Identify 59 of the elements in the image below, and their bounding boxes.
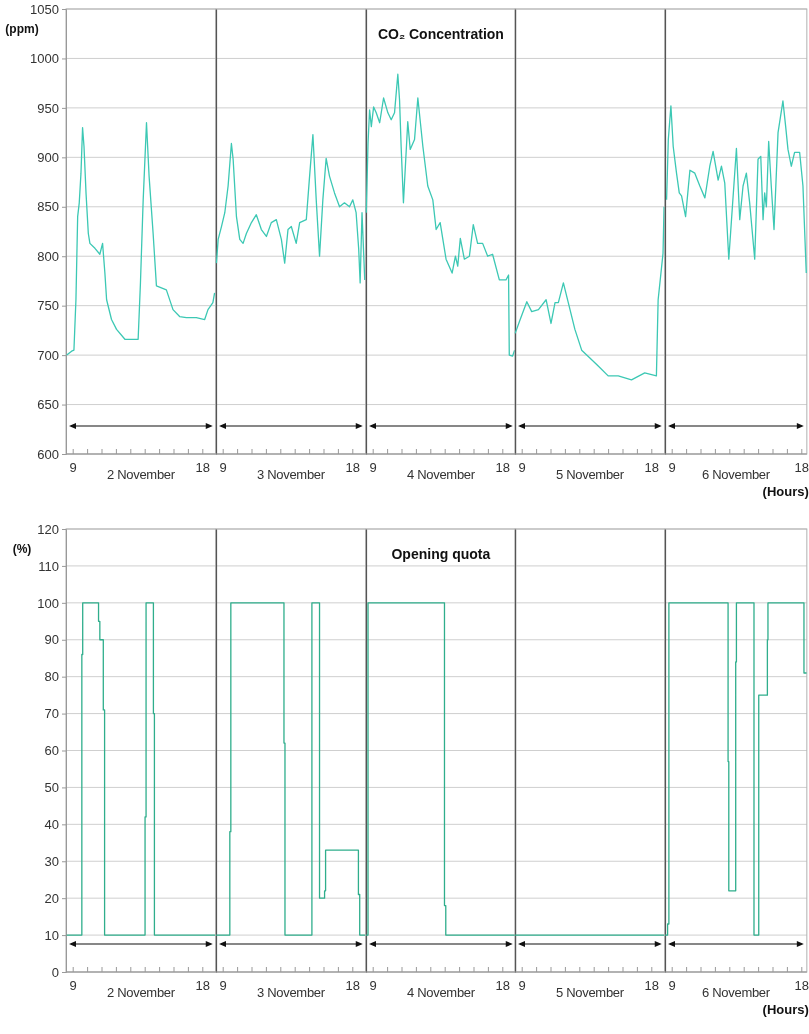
x-axis-title: 4 November (406, 985, 476, 1000)
y-tick-label: 70 (44, 706, 59, 722)
y-tick-label: 600 (37, 446, 59, 462)
y-tick-label: 700 (37, 347, 59, 363)
y-tick-label: 80 (44, 669, 59, 685)
y-tick-label: 1000 (30, 51, 59, 67)
x-axis-title: 6 November (702, 467, 771, 482)
x-tick-label: 18 (495, 978, 510, 993)
y-tick-label: 1050 (30, 1, 59, 17)
x-tick-label: 18 (345, 978, 360, 993)
x-axis-title: 2 November (106, 467, 176, 482)
y-tick-label: 950 (37, 100, 59, 116)
x-tick-label: 18 (345, 460, 360, 475)
text: CO₂ Concentration (377, 26, 504, 42)
x-tick-label: 9 (69, 460, 77, 475)
x-tick-label: 18 (195, 460, 211, 475)
text: (Hours) (762, 1002, 809, 1017)
y-tick-label: 120 (37, 521, 59, 537)
x-tick-label: 18 (195, 978, 211, 993)
x-tick-label: 9 (518, 978, 527, 993)
x-tick-label: 9 (518, 460, 527, 475)
x-tick-label: 18 (794, 460, 809, 475)
x-tick-label: 9 (369, 460, 377, 475)
y-axis-title: (ppm) (5, 22, 39, 36)
y-tick-label: 100 (37, 595, 59, 611)
x-axis-title: 5 November (556, 467, 625, 482)
y-tick-label: 20 (44, 890, 59, 906)
x-tick-label: 9 (219, 978, 227, 993)
x-axis-title: 3 November (256, 985, 326, 1000)
x-tick-label: 9 (668, 460, 676, 475)
y-tick-label: 30 (44, 853, 59, 869)
y-tick-label: 110 (38, 558, 59, 574)
x-axis-title: 2 November (106, 985, 176, 1000)
text: Opening quota (391, 546, 490, 562)
x-axis-title: 3 November (256, 467, 326, 482)
y-tick-label: 0 (51, 964, 59, 980)
x-tick-label: 18 (794, 978, 809, 993)
x-tick-label: 9 (69, 978, 77, 993)
y-axis-title: (%) (12, 542, 32, 556)
y-tick-label: 90 (44, 632, 59, 648)
x-tick-label: 9 (668, 978, 676, 993)
x-tick-label: 18 (495, 460, 510, 475)
x-axis-title: 4 November (406, 467, 476, 482)
y-tick-label: 800 (37, 248, 59, 264)
y-tick-label: 60 (44, 743, 59, 759)
x-axis-title: 6 November (702, 985, 771, 1000)
x-tick-label: 18 (644, 978, 660, 993)
x-tick-label: 18 (644, 460, 660, 475)
y-tick-label: 10 (44, 927, 59, 943)
y-tick-label: 50 (44, 780, 59, 796)
y-tick-label: 900 (37, 149, 59, 165)
x-axis-title: 5 November (556, 985, 625, 1000)
y-tick-label: 750 (37, 298, 59, 314)
y-tick-label: 850 (37, 199, 59, 215)
x-tick-label: 9 (219, 460, 227, 475)
y-tick-label: 650 (37, 397, 59, 413)
x-tick-label: 9 (369, 978, 377, 993)
text: (Hours) (762, 484, 809, 499)
y-tick-label: 40 (44, 816, 59, 832)
